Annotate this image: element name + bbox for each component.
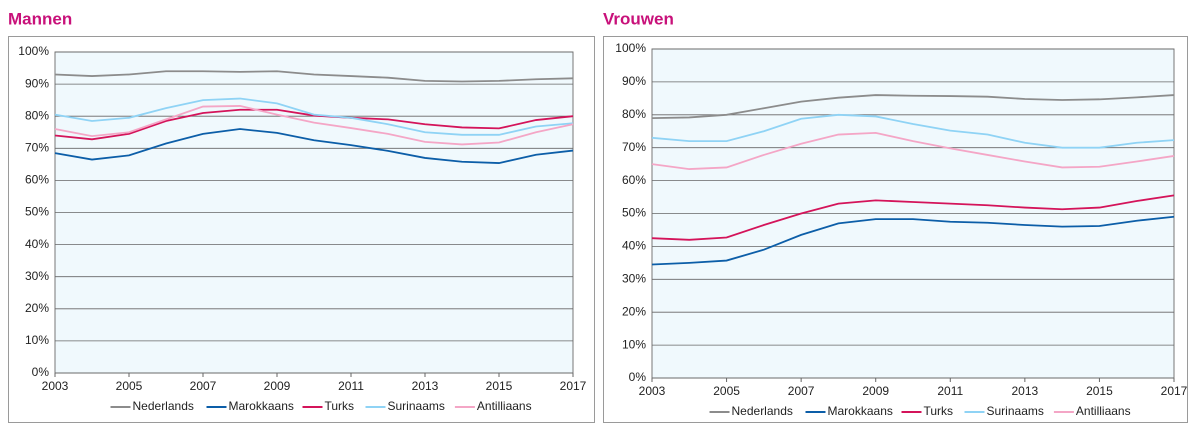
series-line [54,128,574,164]
x-tick-label: 2015 [1086,384,1113,398]
chart-title: Mannen [8,9,72,28]
legend-label: Surinaams [987,404,1044,418]
y-tick-label: 20% [622,304,646,318]
y-tick-label: 10% [25,333,49,347]
legend-label: Turks [924,404,954,418]
y-tick-label: 20% [25,301,49,315]
series-line [651,94,1175,119]
y-tick-label: 40% [25,237,49,251]
x-tick-label: 2011 [338,379,364,393]
x-tick-label: 2007 [190,379,217,393]
series-line [54,105,574,146]
y-tick-label: 100% [18,44,49,58]
series-line [651,113,1175,149]
y-tick-label: 50% [25,205,49,219]
x-tick-label: 2009 [264,379,291,393]
legend-label: Antilliaans [477,399,532,413]
x-tick-label: 2011 [937,384,963,398]
series-line [651,194,1175,241]
y-tick-label: 30% [25,269,49,283]
x-tick-label: 2007 [788,384,815,398]
y-tick-label: 80% [622,107,646,121]
legend-label: Marokkaans [828,404,893,418]
x-tick-label: 2015 [486,379,513,393]
x-tick-label: 2003 [639,384,666,398]
y-tick-label: 0% [32,365,50,379]
y-tick-label: 60% [25,173,49,187]
x-tick-label: 2009 [862,384,889,398]
x-tick-label: 2005 [116,379,143,393]
x-tick-label: 2013 [1012,384,1039,398]
x-tick-label: 2017 [1161,384,1188,398]
legend-label: Surinaams [388,399,445,413]
x-tick-label: 2005 [713,384,740,398]
x-tick-label: 2003 [42,379,69,393]
y-tick-label: 50% [622,206,646,220]
series-line [54,97,574,136]
y-tick-label: 0% [629,370,647,384]
y-tick-label: 70% [622,140,646,154]
y-tick-label: 90% [622,74,646,88]
legend-label: Nederlands [732,404,793,418]
y-tick-label: 30% [622,271,646,285]
series-line [651,215,1175,266]
x-tick-label: 2013 [412,379,439,393]
series-line [54,70,574,83]
y-tick-label: 80% [25,108,49,122]
legend-label: Turks [325,399,355,413]
series-line [54,108,574,141]
legend-label: Antilliaans [1076,404,1131,418]
series-line [651,131,1175,170]
y-tick-label: 100% [615,41,646,55]
y-tick-label: 70% [25,140,49,154]
chart-title: Vrouwen [603,9,674,28]
y-tick-label: 40% [622,239,646,253]
x-tick-label: 2017 [560,379,587,393]
y-tick-label: 60% [622,173,646,187]
legend-label: Marokkaans [229,399,294,413]
y-tick-label: 10% [622,337,646,351]
legend-label: Nederlands [133,399,194,413]
y-tick-label: 90% [25,76,49,90]
